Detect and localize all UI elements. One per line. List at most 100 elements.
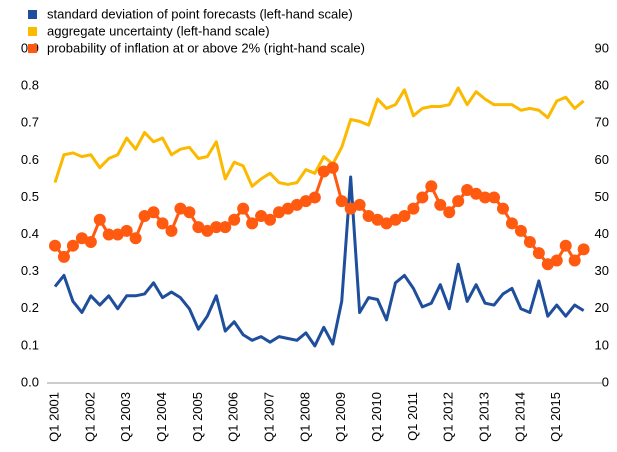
y-tick-label: 0.7 [21, 115, 39, 130]
legend-label: standard deviation of point forecasts (l… [47, 6, 353, 21]
series-marker [299, 195, 312, 208]
series-marker [174, 202, 187, 215]
x-tick-label: Q1 2012 [441, 392, 456, 442]
series-line [53, 175, 585, 348]
series-line [53, 86, 585, 188]
series-marker [308, 191, 321, 204]
series-marker [425, 180, 438, 193]
y-tick-label: 0.8 [21, 78, 39, 93]
series-marker [541, 258, 554, 271]
series-marker [407, 202, 420, 215]
legend-label: aggregate uncertainty (left-hand scale) [47, 23, 270, 38]
series-marker [380, 217, 393, 230]
series-marker [120, 224, 133, 237]
series-marker [371, 213, 384, 226]
series-marker [577, 243, 590, 256]
series-marker [219, 221, 232, 234]
series-marker [550, 254, 563, 267]
series-marker [66, 239, 79, 252]
series-marker [434, 198, 447, 211]
y-tick-label: 0.2 [21, 300, 39, 315]
series-marker [514, 224, 527, 237]
series-marker [228, 213, 241, 226]
x-tick-label: Q1 2003 [118, 392, 133, 442]
y2-tick-label: 80 [595, 78, 609, 93]
x-tick-label: Q1 2011 [405, 392, 420, 441]
legend-swatch [28, 27, 37, 36]
x-tick-label: Q1 2001 [46, 392, 61, 442]
series-marker [443, 206, 456, 219]
series-marker [183, 206, 196, 219]
series-marker [138, 210, 151, 222]
series-marker [165, 224, 178, 237]
x-tick-label: Q1 2006 [226, 392, 241, 442]
series-marker [192, 221, 205, 234]
y2-tick-label: 20 [595, 300, 609, 315]
y2-tick-label: 10 [595, 337, 609, 352]
series-marker [416, 191, 429, 204]
series-marker [335, 195, 348, 208]
series-marker [523, 235, 536, 248]
series-marker [497, 202, 509, 215]
x-tick-label: Q1 2004 [154, 392, 169, 442]
series-marker [488, 191, 501, 204]
x-tick-label: Q1 2007 [261, 392, 276, 442]
x-tick-label: Q1 2013 [477, 392, 492, 442]
series-marker [201, 224, 214, 237]
y-tick-label: 0.4 [21, 226, 39, 241]
series-marker [102, 228, 115, 241]
series-marker [532, 247, 545, 260]
series-marker [362, 210, 375, 222]
y2-tick-label: 50 [595, 189, 609, 204]
y-tick-label: 0.6 [21, 152, 39, 167]
legend-label: probability of inflation at or above 2% … [47, 40, 365, 55]
series-marker [237, 202, 250, 215]
series-marker [281, 202, 294, 215]
series-marker [147, 206, 160, 219]
series-marker [317, 165, 330, 178]
series-marker [129, 232, 142, 245]
series-marker [57, 250, 70, 263]
x-tick-label: Q1 2014 [512, 392, 527, 442]
y2-tick-label: 70 [595, 115, 609, 130]
series-line [53, 166, 585, 266]
x-tick-label: Q1 2005 [190, 392, 205, 442]
y-tick-label: 0.3 [21, 263, 39, 278]
y-tick-label: 0.0 [21, 374, 39, 389]
x-tick-label: Q1 2009 [333, 392, 348, 442]
y-tick-label: 0.1 [21, 337, 39, 352]
y2-tick-label: 0 [602, 374, 609, 389]
series-marker [505, 217, 518, 230]
series-marker [84, 235, 97, 248]
x-tick-label: Q1 2010 [369, 392, 384, 442]
y2-tick-label: 60 [595, 152, 609, 167]
series-marker [273, 206, 285, 219]
series-marker [111, 228, 124, 241]
series-marker [49, 239, 61, 252]
series-marker [246, 217, 259, 230]
series-marker [326, 161, 339, 174]
legend-swatch [28, 44, 37, 53]
series-marker [156, 217, 169, 230]
series-marker [479, 191, 492, 204]
y-tick-label: 0.5 [21, 189, 39, 204]
series-marker [398, 210, 411, 222]
x-tick-label: Q1 2002 [82, 392, 97, 442]
series-marker [353, 198, 366, 211]
y2-tick-label: 90 [595, 40, 609, 55]
y2-tick-label: 40 [595, 226, 609, 241]
series-marker [568, 254, 581, 267]
series-marker [264, 213, 277, 226]
series-marker [470, 187, 483, 200]
x-tick-label: Q1 2015 [548, 392, 563, 442]
series-marker [344, 202, 357, 215]
x-tick-label: Q1 2008 [297, 392, 312, 442]
series-marker [255, 210, 268, 222]
legend-swatch [28, 10, 37, 19]
series-marker [452, 195, 465, 208]
series-marker [559, 239, 572, 252]
series-marker [290, 198, 303, 211]
series-marker [461, 184, 474, 197]
y2-tick-label: 30 [595, 263, 609, 278]
